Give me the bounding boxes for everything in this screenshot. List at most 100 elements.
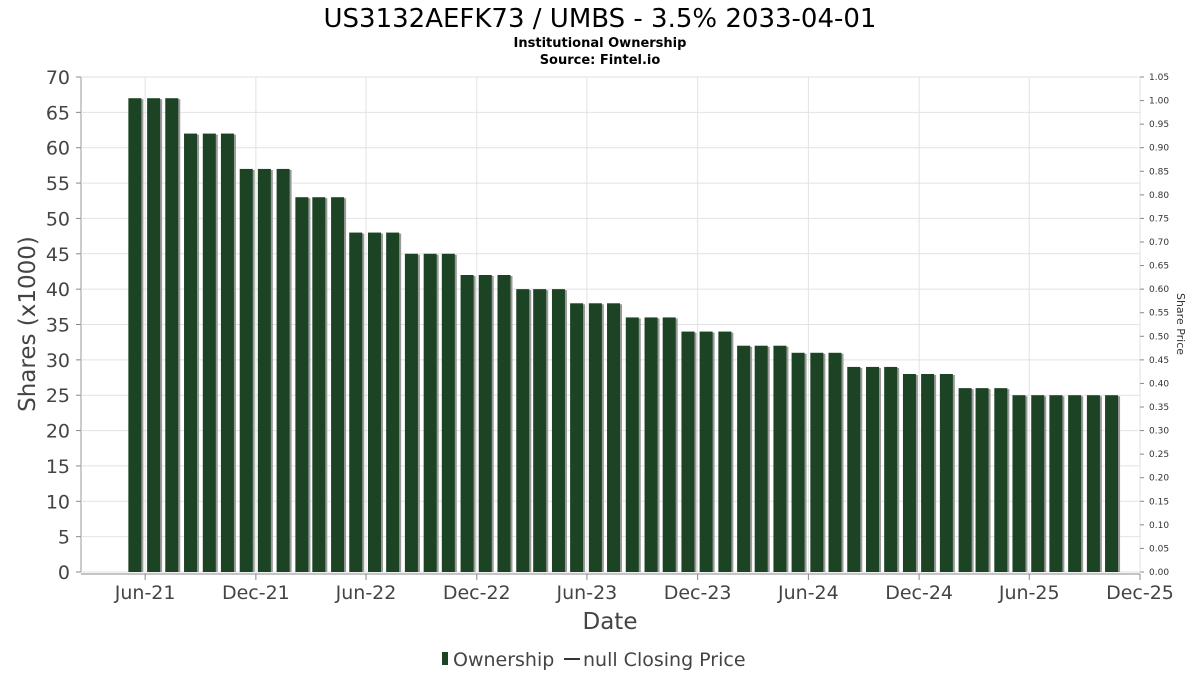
bar [533,289,547,572]
y-right-tick-label: 0.15 [1149,497,1169,507]
bar [1031,395,1045,572]
y-tick-label: 65 [46,102,70,124]
y-tick-label: 40 [46,279,70,301]
x-axis-ticks: Jun-21 Dec-21 Jun-22 Dec-22 Jun-23 Dec-23 Jun-… [114,574,1174,604]
y-right-tick-label: 0.25 [1149,450,1169,460]
bar [866,366,880,572]
y-right-tick-label: 0.50 [1149,332,1169,342]
bar [276,168,290,572]
bar [588,303,602,572]
y-tick-label: 25 [46,385,70,407]
x-tick-label: Jun-25 [998,582,1060,604]
bar [718,331,732,572]
chart-title: US3132AEFK73 / UMBS - 3.5% 2033-04-01 [324,4,877,34]
bar [165,98,179,572]
bar [570,303,584,572]
bar [681,331,695,572]
y-right-tick-label: 0.90 [1149,144,1169,154]
bar [699,331,713,572]
bar [202,133,216,573]
legend-ownership-swatch [442,652,448,665]
bar [386,232,400,573]
bar [828,352,842,572]
bar [773,345,787,572]
y-right-tick-label: 0.00 [1149,568,1169,578]
y-right-tick-label: 0.95 [1149,120,1169,130]
bar [902,374,916,572]
y-right-tick-label: 0.10 [1149,521,1169,531]
y-axis-label: Shares (x1000) [15,236,41,412]
y-right-tick-label: 0.80 [1149,191,1169,201]
x-axis-label: Date [583,609,638,635]
bar [847,366,861,572]
y-right-tick-label: 0.20 [1149,474,1169,484]
bar [312,197,326,572]
x-tick-label: Dec-23 [664,582,732,604]
bar [1068,395,1082,572]
bar [1049,395,1063,572]
y-tick-label: 0 [58,562,70,584]
bar [516,289,530,572]
bar [497,275,511,572]
bar [257,168,271,572]
legend-price-label: null Closing Price [583,649,746,671]
bar [737,345,751,572]
y-tick-label: 50 [46,208,70,230]
y-tick-label: 30 [46,350,70,372]
y-axis-right-label: Share Price [1174,293,1187,355]
bar [551,289,565,572]
bar [295,197,309,572]
bar [1012,395,1026,572]
bar [958,388,972,572]
bar [607,303,621,572]
bar [884,366,898,572]
bar [810,352,824,572]
y-tick-label: 15 [46,456,70,478]
y-tick-label: 10 [46,491,70,513]
bar [921,374,935,572]
bar [1105,395,1119,572]
y-tick-label: 70 [46,67,70,89]
bar [478,275,492,572]
y-tick-label: 35 [46,315,70,337]
bar [184,133,198,573]
bar [662,317,676,572]
bar [460,275,474,572]
y-right-tick-label: 1.00 [1149,97,1169,107]
x-tick-label: Dec-25 [1106,582,1174,604]
bar [128,98,142,572]
y-right-tick-label: 1.05 [1149,73,1169,83]
x-tick-label: Jun-21 [114,582,176,604]
y-tick-label: 45 [46,244,70,266]
y-tick-label: 20 [46,421,70,443]
left-axis-ticks: 0 5 10 15 20 25 30 35 40 45 50 55 60 65 70 [46,67,81,584]
legend: Ownership null Closing Price [442,649,746,671]
bar [367,232,381,573]
chart-subtitle: Institutional Ownership [514,36,687,51]
bar [404,253,418,573]
x-tick-label: Jun-22 [335,582,397,604]
bar [625,317,639,572]
bar [994,388,1008,572]
y-right-tick-label: 0.40 [1149,379,1169,389]
bar [441,253,455,573]
y-right-tick-label: 0.75 [1149,214,1169,224]
bar [147,98,161,572]
x-tick-label: Dec-22 [443,582,511,604]
x-tick-label: Jun-23 [556,582,618,604]
y-tick-label: 55 [46,173,70,195]
bar [644,317,658,572]
bar [349,232,363,573]
y-right-tick-label: 0.55 [1149,309,1169,319]
x-tick-label: Jun-24 [777,582,839,604]
y-right-tick-label: 0.70 [1149,238,1169,248]
y-right-tick-label: 0.35 [1149,403,1169,413]
bar [423,253,437,573]
y-tick-label: 60 [46,138,70,160]
bar [220,133,234,573]
y-right-tick-label: 0.85 [1149,167,1169,177]
y-right-tick-label: 0.05 [1149,544,1169,554]
y-right-tick-label: 0.30 [1149,427,1169,437]
x-tick-label: Dec-21 [222,582,290,604]
